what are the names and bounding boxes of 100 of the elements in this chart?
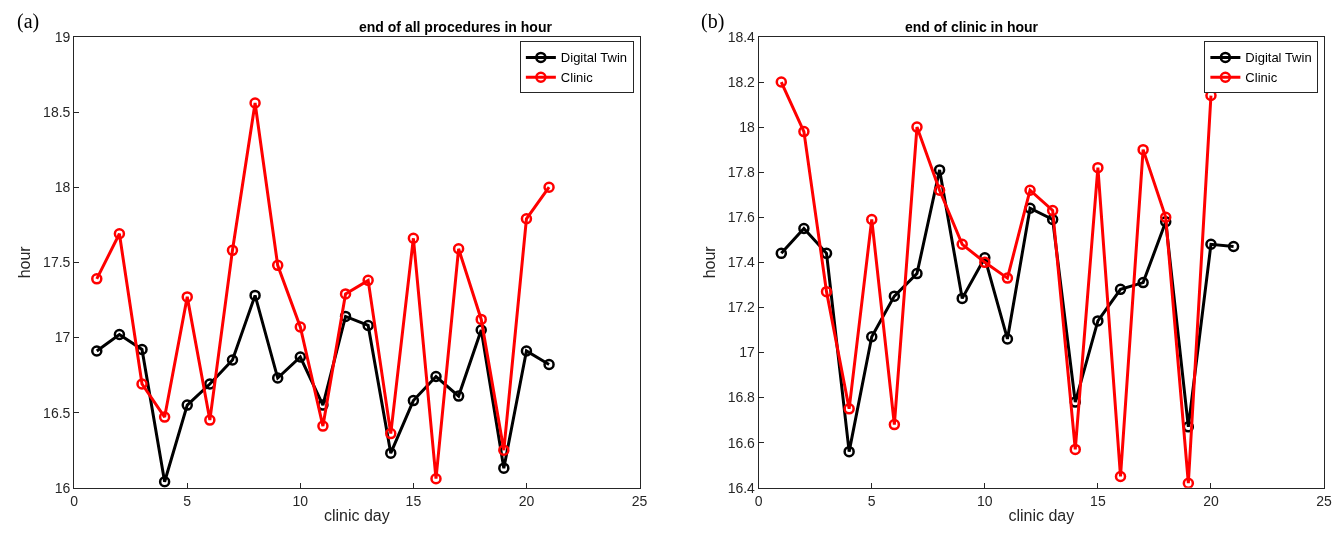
point [1182,477,1195,488]
point [226,354,239,366]
x-axis-title: clinic day [1008,507,1075,525]
point [798,222,810,235]
y-tick-label: 18.4 [727,28,756,45]
point [158,475,171,488]
point [475,313,487,326]
x-tick-label: 5 [867,492,876,509]
point [1069,443,1082,456]
point [407,394,420,407]
point [452,390,465,402]
legend-label: Digital Twin [560,50,628,66]
x-tick-label: 0 [70,492,79,509]
point [798,125,810,138]
y-tick-label: 18.2 [727,73,756,90]
point [1046,204,1059,217]
point [543,358,555,371]
point [911,121,923,133]
y-tick-label: 16.6 [727,434,756,451]
point [294,321,307,333]
point [91,273,103,285]
point [1024,184,1036,196]
point [888,290,901,302]
point [362,274,374,287]
point [181,291,193,303]
y-tick-label: 19 [54,28,71,45]
point [520,213,533,225]
y-tick-label: 16 [54,479,71,496]
point [249,289,261,302]
point [452,243,465,255]
x-tick-label: 20 [1203,492,1219,509]
point [1001,333,1014,345]
point [775,76,788,88]
text: (a) [17,10,40,33]
point [1114,283,1127,296]
point [979,256,991,269]
point [1137,143,1149,156]
point [181,399,193,411]
point [430,472,442,485]
point [91,345,103,357]
point [1001,272,1014,284]
text: (b) [701,10,725,33]
x-axis-title: clinic day [323,507,390,525]
point [385,427,397,440]
point [294,351,307,363]
point [866,330,878,343]
y-tick-label: 17 [739,344,756,361]
point [843,445,855,458]
point [866,213,878,226]
point [407,232,420,245]
chart-title: end of all procedures in hour [359,19,553,35]
y-tick-label: 17.8 [727,164,756,181]
point [775,247,788,260]
point [956,238,968,251]
point [430,370,442,383]
y-tick-label: 18 [739,119,756,135]
y-tick-label: 16.4 [727,479,756,496]
legend-label: Digital Twin [1245,50,1312,66]
legend-label: Clinic [1245,70,1278,86]
x-tick-label: 15 [1090,492,1106,509]
point [136,378,148,390]
point [520,345,533,357]
point [843,403,855,415]
point [933,164,946,176]
x-tick-label: 10 [977,492,993,509]
point [113,228,126,240]
x-tick-label: 20 [518,492,535,509]
y-tick-label: 17.2 [727,299,756,316]
y-axis-title: hour [700,245,718,279]
point [933,184,946,196]
y-tick-label: 16.8 [727,389,756,406]
point [1227,240,1240,253]
y-tick-label: 18 [54,179,71,196]
point [888,418,901,431]
point [498,462,510,474]
point [911,267,923,280]
point [271,259,284,272]
point [158,411,171,423]
point [1092,315,1104,327]
point [249,97,261,109]
x-tick-label: 25 [631,492,648,509]
legend-label: Clinic [560,70,594,86]
x-tick-label: 10 [292,492,309,509]
point [956,292,968,305]
point [271,372,284,384]
point [1159,211,1172,223]
point [1137,276,1149,289]
x-tick-label: 5 [183,492,192,509]
point [543,181,555,193]
x-tick-label: 0 [754,492,763,509]
point [204,414,216,426]
y-tick-label: 17.6 [727,209,756,226]
chart-title: end of clinic in hour [905,19,1039,35]
point [317,420,329,432]
x-tick-label: 25 [1316,492,1333,509]
y-tick-label: 16.5 [43,404,71,421]
point [385,447,397,459]
point [339,288,352,300]
point [498,444,510,456]
y-tick-label: 17.4 [727,254,756,271]
